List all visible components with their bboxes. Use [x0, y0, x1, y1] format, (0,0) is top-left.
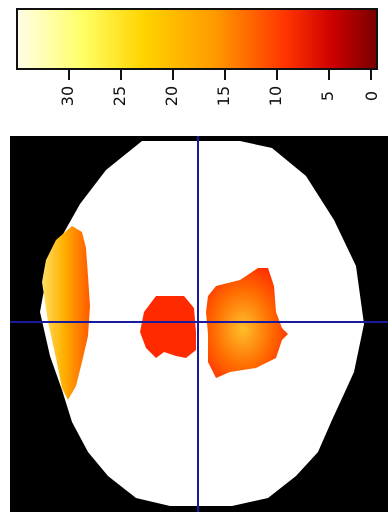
brain-slice-image [10, 136, 388, 512]
colorbar-tick [276, 70, 278, 80]
colorbar-tick [172, 70, 174, 80]
colorbar-tick-label: 20 [162, 85, 181, 107]
colorbar: 30 25 20 15 10 5 0 [16, 8, 381, 106]
colorbar-tick [120, 70, 122, 80]
colorbar-tick-label: 30 [58, 85, 77, 107]
brain-slice-panel [10, 136, 388, 512]
colorbar-tick-label: 15 [214, 85, 233, 107]
colorbar-tick [370, 70, 372, 80]
activation-cluster-middle [140, 296, 196, 358]
colorbar-tick-label: 25 [110, 85, 129, 107]
colorbar-gradient [16, 8, 378, 70]
brain-tissue [40, 141, 364, 506]
colorbar-tick [224, 70, 226, 80]
activation-cluster-left [42, 226, 90, 400]
colorbar-tick [68, 70, 70, 80]
colorbar-tick [328, 70, 330, 80]
colorbar-tick-label: 5 [318, 90, 337, 102]
colorbar-tick-label: 0 [362, 90, 381, 102]
colorbar-tick-label: 10 [266, 85, 285, 107]
